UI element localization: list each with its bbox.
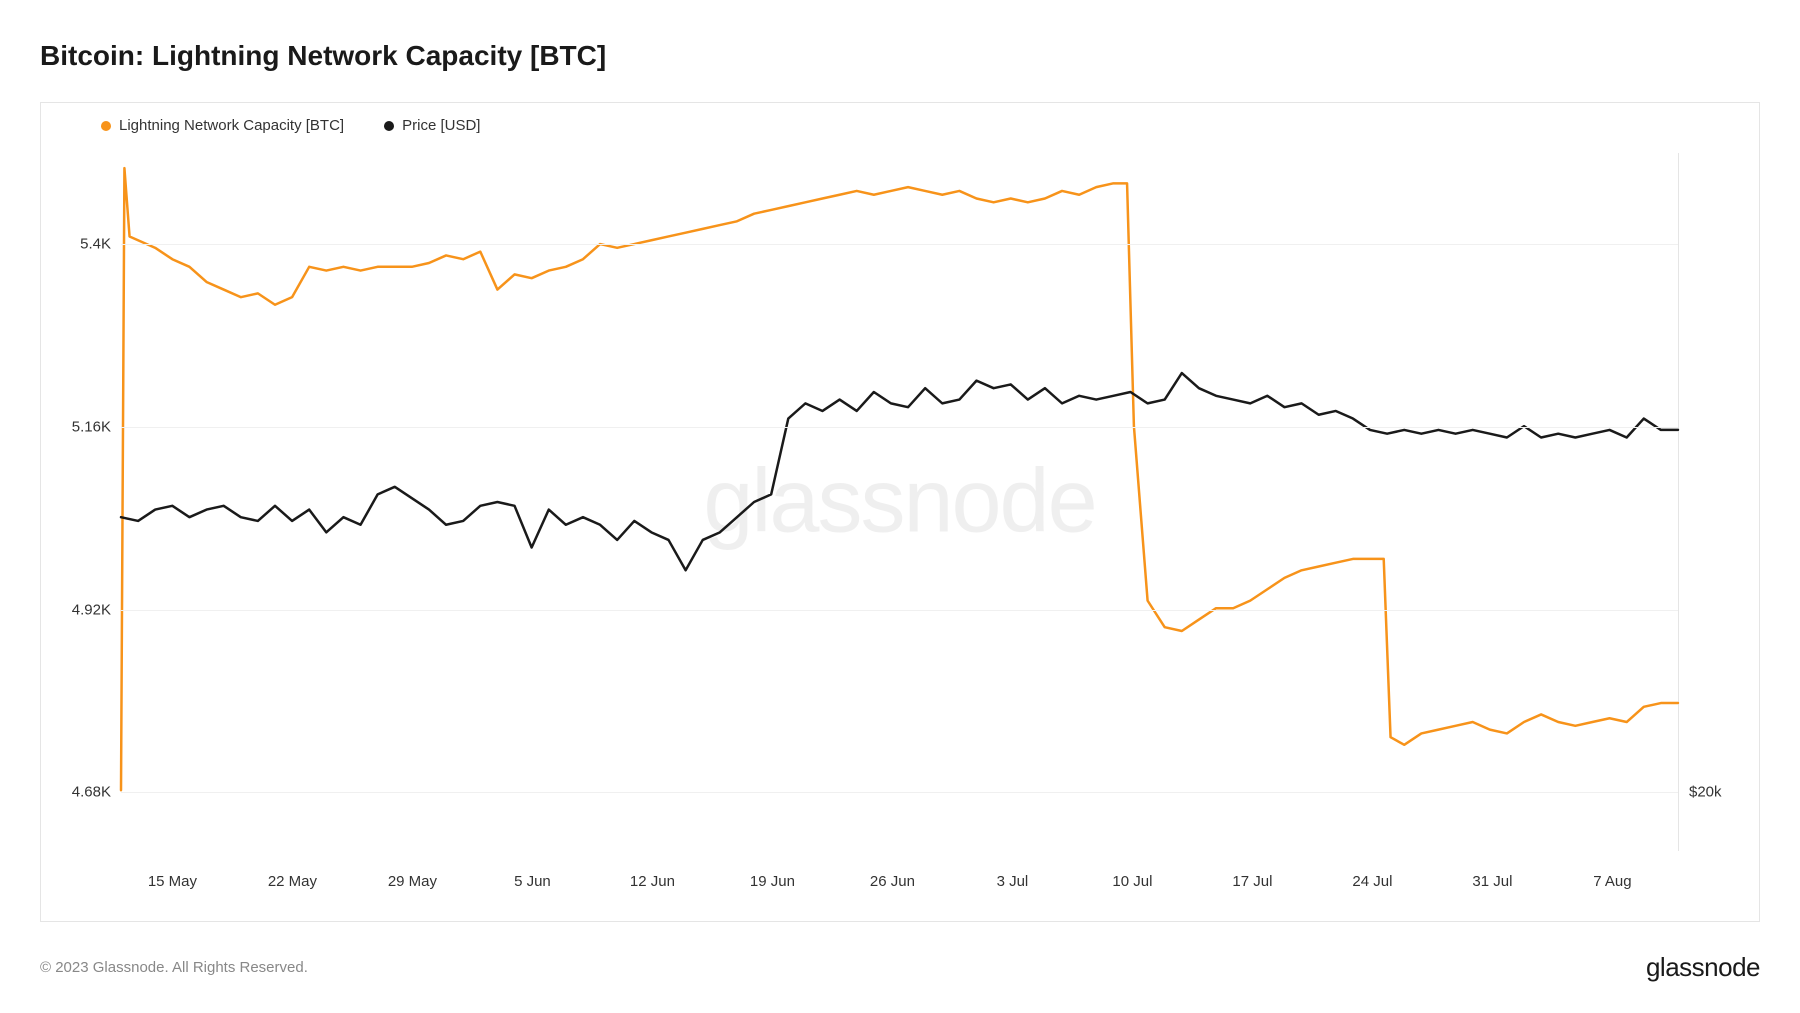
legend-dot-capacity — [101, 121, 111, 131]
x-tick-label: 31 Jul — [1472, 873, 1512, 890]
y-tick-label-right: $20k — [1689, 784, 1722, 801]
chart-title: Bitcoin: Lightning Network Capacity [BTC… — [40, 40, 1760, 72]
x-tick-label: 24 Jul — [1352, 873, 1392, 890]
x-tick-label: 26 Jun — [870, 873, 915, 890]
footer: © 2023 Glassnode. All Rights Reserved. g… — [40, 952, 1760, 983]
legend-label-capacity: Lightning Network Capacity [BTC] — [119, 117, 344, 134]
y-tick-label: 4.68K — [72, 784, 111, 801]
plot-area: glassnode — [121, 153, 1679, 851]
x-tick-label: 29 May — [388, 873, 437, 890]
brand-logo: glassnode — [1646, 952, 1760, 983]
legend-dot-price — [384, 121, 394, 131]
y-axis-left: 5.4K 5.16K 4.92K 4.68K — [41, 153, 119, 851]
y-tick-label: 5.16K — [72, 418, 111, 435]
legend: Lightning Network Capacity [BTC] Price [… — [101, 117, 480, 134]
x-tick-label: 17 Jul — [1232, 873, 1272, 890]
gridline — [121, 792, 1678, 793]
y-axis-right: $20k — [1681, 153, 1759, 851]
gridline — [121, 610, 1678, 611]
legend-item-capacity: Lightning Network Capacity [BTC] — [101, 117, 344, 134]
y-tick-label: 4.92K — [72, 601, 111, 618]
legend-item-price: Price [USD] — [384, 117, 480, 134]
x-tick-label: 5 Jun — [514, 873, 551, 890]
gridline — [121, 244, 1678, 245]
x-tick-label: 12 Jun — [630, 873, 675, 890]
x-tick-label: 19 Jun — [750, 873, 795, 890]
copyright: © 2023 Glassnode. All Rights Reserved. — [40, 959, 308, 976]
x-tick-label: 7 Aug — [1593, 873, 1631, 890]
chart-container: Lightning Network Capacity [BTC] Price [… — [40, 102, 1760, 922]
x-tick-label: 3 Jul — [997, 873, 1029, 890]
x-tick-label: 22 May — [268, 873, 317, 890]
chart-svg — [121, 153, 1678, 851]
gridline — [121, 427, 1678, 428]
x-tick-label: 10 Jul — [1112, 873, 1152, 890]
line-price — [121, 373, 1678, 570]
legend-label-price: Price [USD] — [402, 117, 480, 134]
x-axis: 15 May 22 May 29 May 5 Jun 12 Jun 19 Jun 26 Ju… — [121, 853, 1679, 921]
line-capacity — [121, 168, 1678, 790]
x-tick-label: 15 May — [148, 873, 197, 890]
y-tick-label: 5.4K — [80, 236, 111, 253]
